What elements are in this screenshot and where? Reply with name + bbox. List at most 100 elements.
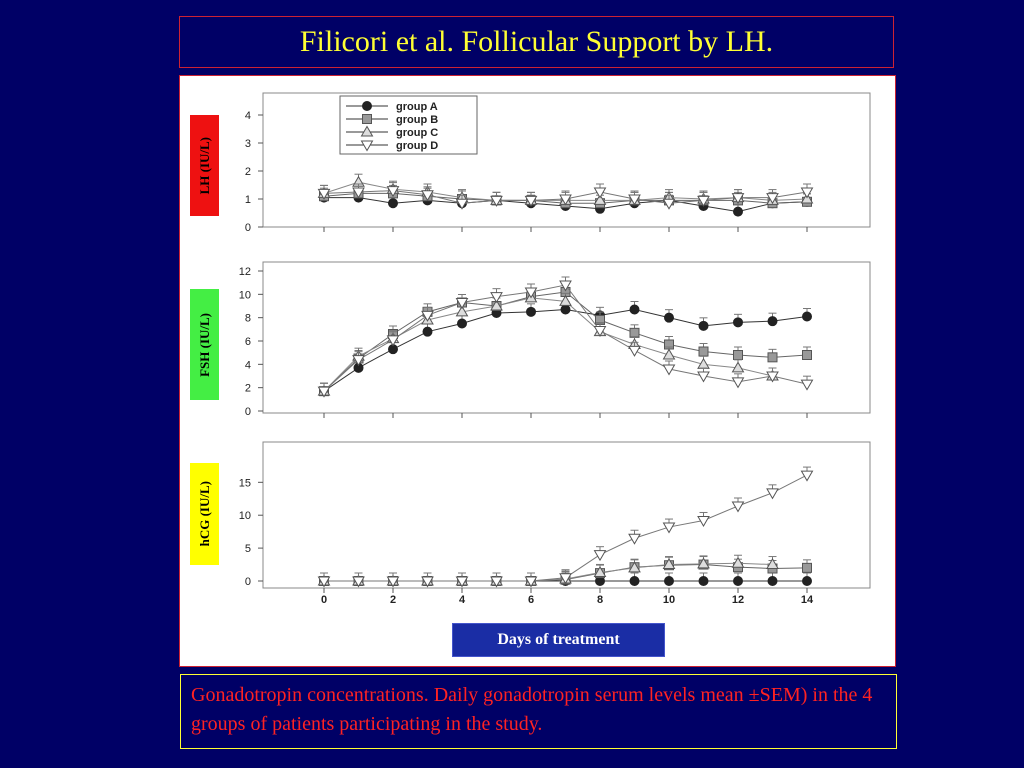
x-tick-label: 14: [801, 594, 814, 606]
lh-axis-label: LH (IU/L): [196, 136, 212, 195]
marker-triangle-down: [662, 522, 676, 534]
marker-triangle-up: [490, 299, 503, 311]
marker-triangle-down: [766, 488, 779, 500]
marker-triangle-down: [421, 576, 434, 588]
marker-square: [802, 562, 812, 573]
marker-triangle-down: [662, 198, 676, 210]
legend-label: group C: [396, 127, 438, 139]
marker-triangle-down: [697, 371, 710, 383]
marker-triangle-down: [317, 576, 331, 588]
x-tick-label: 8: [597, 594, 603, 606]
y-tick-label: 0: [245, 576, 251, 588]
y-tick-label: 0: [245, 406, 251, 418]
marker-triangle-down: [317, 188, 331, 200]
marker-circle: [457, 318, 467, 329]
hcg-axis-label: hCG (IU/L): [196, 481, 212, 547]
marker-triangle-down: [766, 371, 779, 383]
marker-triangle-up: [731, 361, 745, 373]
marker-triangle-down: [559, 573, 572, 585]
legend-label: group A: [396, 101, 438, 113]
marker-triangle-up: [628, 561, 641, 573]
marker-circle: [560, 304, 571, 315]
x-axis-label-box: Days of treatment: [452, 623, 665, 657]
marker-triangle-up: [766, 558, 779, 570]
marker-triangle-down: [697, 195, 710, 207]
marker-triangle-up: [593, 193, 607, 205]
marker-triangle-down: [455, 198, 469, 210]
legend-label: group D: [396, 140, 438, 152]
marker-triangle-down: [360, 140, 374, 152]
marker-circle: [733, 576, 743, 586]
marker-triangle-down: [628, 194, 641, 206]
x-axis-label: Days of treatment: [497, 631, 620, 648]
y-tick-label: 3: [245, 138, 251, 150]
marker-triangle-down: [766, 193, 779, 205]
marker-triangle-down: [386, 186, 400, 198]
marker-triangle-down: [386, 576, 400, 588]
x-tick-label: 4: [459, 594, 466, 606]
marker-circle: [629, 576, 640, 586]
marker-triangle-down: [593, 326, 607, 337]
x-tick-label: 2: [390, 594, 396, 606]
marker-triangle-down: [352, 187, 365, 199]
y-tick-label: 4: [245, 110, 251, 122]
marker-triangle-down: [662, 364, 676, 376]
marker-triangle-up: [697, 557, 710, 569]
subplot-2: 0 2 4 6 8 10 12: [239, 261, 871, 418]
marker-triangle-down: [800, 379, 814, 391]
lh-axis-label-badge: LH (IU/L): [190, 115, 219, 216]
hcg-axis-label-badge: hCG (IU/L): [190, 463, 219, 565]
x-tick-label: 6: [528, 594, 534, 606]
y-tick-label: 2: [245, 383, 251, 395]
marker-square: [629, 327, 640, 338]
plot-frame: [262, 92, 871, 228]
marker-circle: [698, 576, 709, 586]
marker-square: [767, 352, 778, 363]
marker-triangle-up: [593, 565, 607, 577]
marker-triangle-down: [524, 287, 538, 299]
title-box: Filicori et al. Follicular Support by LH…: [179, 16, 894, 68]
y-tick-label: 10: [239, 510, 251, 522]
marker-circle: [733, 317, 743, 328]
marker-triangle-down: [421, 190, 434, 202]
marker-triangle-down: [455, 298, 469, 309]
legend-label: group B: [396, 114, 438, 126]
y-tick-label: 1: [245, 194, 251, 206]
marker-square: [802, 350, 812, 360]
marker-circle: [362, 101, 372, 111]
caption: Gonadotropin concentrations. Daily gonad…: [180, 674, 897, 749]
marker-triangle-down: [800, 187, 814, 199]
plot-frame: [262, 261, 871, 414]
marker-square: [362, 114, 372, 124]
marker-triangle-down: [524, 195, 538, 207]
marker-circle: [664, 312, 674, 323]
x-tick-label: 0: [321, 594, 327, 606]
marker-circle: [629, 304, 640, 315]
marker-triangle-down: [559, 194, 572, 206]
x-tick-label: 10: [663, 594, 675, 606]
marker-triangle-down: [593, 187, 607, 199]
y-tick-label: 2: [245, 166, 251, 178]
y-tick-label: 0: [245, 222, 251, 234]
y-tick-label: 5: [245, 543, 251, 555]
y-tick-label: 8: [245, 313, 251, 325]
marker-triangle-down: [490, 292, 503, 304]
marker-triangle-down: [490, 576, 503, 588]
marker-circle: [767, 316, 778, 327]
y-tick-label: 4: [245, 359, 251, 371]
marker-triangle-down: [731, 377, 745, 389]
marker-circle: [664, 576, 674, 586]
marker-circle: [526, 306, 536, 317]
x-tick-label: 12: [732, 594, 744, 606]
marker-triangle-down: [490, 195, 503, 207]
marker-triangle-down: [524, 576, 538, 588]
slide-title: Filicori et al. Follicular Support by LH…: [299, 25, 774, 58]
subplot-3: 0 5 10 15 0 2 4 6 8 10 12 14: [239, 441, 871, 606]
marker-triangle-up: [662, 348, 676, 360]
marker-triangle-up: [455, 305, 469, 317]
plot-frame: [262, 441, 871, 589]
